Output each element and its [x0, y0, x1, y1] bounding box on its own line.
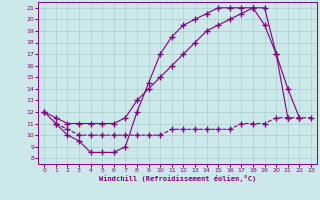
X-axis label: Windchill (Refroidissement éolien,°C): Windchill (Refroidissement éolien,°C)	[99, 175, 256, 182]
